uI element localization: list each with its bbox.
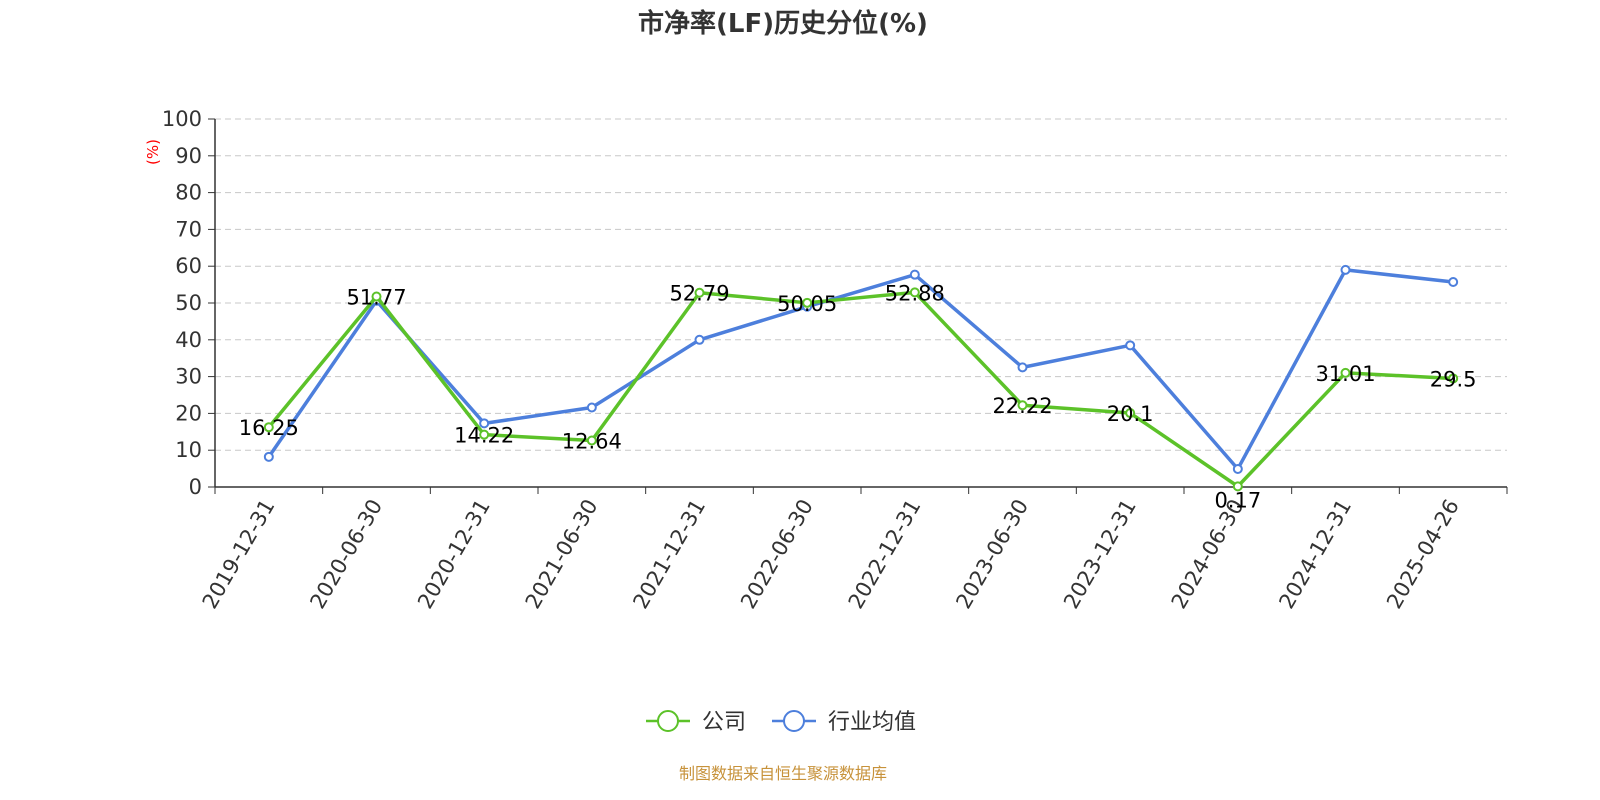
data-label: 29.5 (1430, 367, 1477, 391)
data-point-series-1[interactable] (479, 418, 490, 429)
y-tick-label: 90 (175, 144, 202, 168)
x-tick-label: 2022-12-31 (844, 495, 926, 613)
y-tick-label: 10 (175, 438, 202, 462)
data-label: 22.22 (992, 394, 1052, 418)
series-line-0 (267, 290, 1454, 489)
data-point-series-1[interactable] (909, 269, 920, 280)
legend-label: 公司 (702, 710, 746, 735)
x-tick-label: 2024-06-30 (1167, 495, 1249, 613)
legend-item-1[interactable]: 行业均值 (772, 710, 916, 735)
y-axis-label: (%) (144, 139, 162, 165)
data-label: 51.77 (346, 285, 406, 309)
data-point-series-1[interactable] (1017, 362, 1028, 373)
data-label: 52.79 (669, 282, 729, 306)
data-point-series-0[interactable] (1340, 367, 1351, 378)
data-point-series-1[interactable] (1448, 277, 1459, 288)
data-point-series-1[interactable] (1232, 463, 1243, 474)
data-point-series-0[interactable] (371, 291, 382, 302)
x-tick-label: 2025-04-26 (1382, 495, 1464, 613)
data-label: 16.25 (239, 416, 299, 440)
data-point-series-0[interactable] (1232, 481, 1243, 492)
data-label: 12.64 (562, 429, 622, 453)
data-labels: 16.25 51.77 14.22 12.64 52.79 50.05 52.88 22.22… (239, 281, 1477, 512)
legend-marker (657, 710, 679, 732)
x-tick-label: 2023-06-30 (951, 495, 1033, 613)
data-point-series-0[interactable] (479, 429, 490, 440)
x-tick-label: 2023-12-31 (1059, 495, 1141, 613)
data-point-series-0[interactable] (694, 287, 705, 298)
y-tick-label: 80 (175, 181, 202, 205)
data-label: 0.17 (1214, 488, 1261, 512)
data-point-series-1[interactable] (263, 451, 274, 462)
grid-lines (215, 118, 1507, 451)
data-label: 31.01 (1315, 362, 1375, 386)
y-tick-label: 20 (175, 401, 202, 425)
series-lines (263, 264, 1459, 492)
y-tick-label: 30 (175, 365, 202, 389)
data-point-series-1[interactable] (586, 402, 597, 413)
y-tick-label: 0 (189, 475, 202, 499)
legend[interactable]: 公司 行业均值 (646, 710, 916, 735)
data-point-series-0[interactable] (586, 435, 597, 446)
x-tick-label: 2024-12-31 (1274, 495, 1356, 613)
data-point-series-0[interactable] (1448, 373, 1459, 384)
x-tick-label: 2022-06-30 (736, 495, 818, 613)
legend-label: 行业均值 (828, 710, 916, 735)
x-tick-label: 2020-12-31 (413, 495, 495, 613)
y-tick-label: 70 (175, 217, 202, 241)
data-label: 14.22 (454, 424, 514, 448)
y-tick-label: 100 (162, 107, 202, 131)
x-tick-label: 2019-12-31 (198, 495, 280, 613)
data-label: 52.88 (885, 281, 945, 305)
chart-title: 市净率(LF)历史分位(%) (638, 8, 928, 39)
x-tick-label: 2021-12-31 (628, 495, 710, 613)
data-point-series-1[interactable] (1125, 340, 1136, 351)
data-point-series-0[interactable] (909, 287, 920, 298)
y-tick-label: 60 (175, 254, 202, 278)
data-point-series-1[interactable] (694, 334, 705, 345)
data-point-series-1[interactable] (1340, 264, 1351, 275)
data-label: 50.05 (777, 292, 837, 316)
series-line-1 (267, 268, 1454, 471)
legend-item-0[interactable]: 公司 (646, 710, 746, 735)
data-point-series-0[interactable] (1125, 408, 1136, 419)
data-point-series-0[interactable] (802, 297, 813, 308)
x-tick-label: 2020-06-30 (305, 495, 387, 613)
y-axis-ticks: 0 10 20 30 40 50 60 70 80 90 100 (162, 107, 215, 499)
x-axis-ticks: 2019-12-31 2020-06-30 2020-12-31 2021-06-30… (198, 487, 1508, 613)
x-tick-label: 2021-06-30 (521, 495, 603, 613)
data-label: 20.1 (1107, 402, 1154, 426)
data-source-note: 制图数据来自恒生聚源数据库 (679, 764, 887, 783)
y-tick-label: 50 (175, 291, 202, 315)
data-point-series-0[interactable] (1017, 400, 1028, 411)
legend-marker (783, 710, 805, 732)
y-tick-label: 40 (175, 328, 202, 352)
data-point-series-0[interactable] (263, 422, 274, 433)
